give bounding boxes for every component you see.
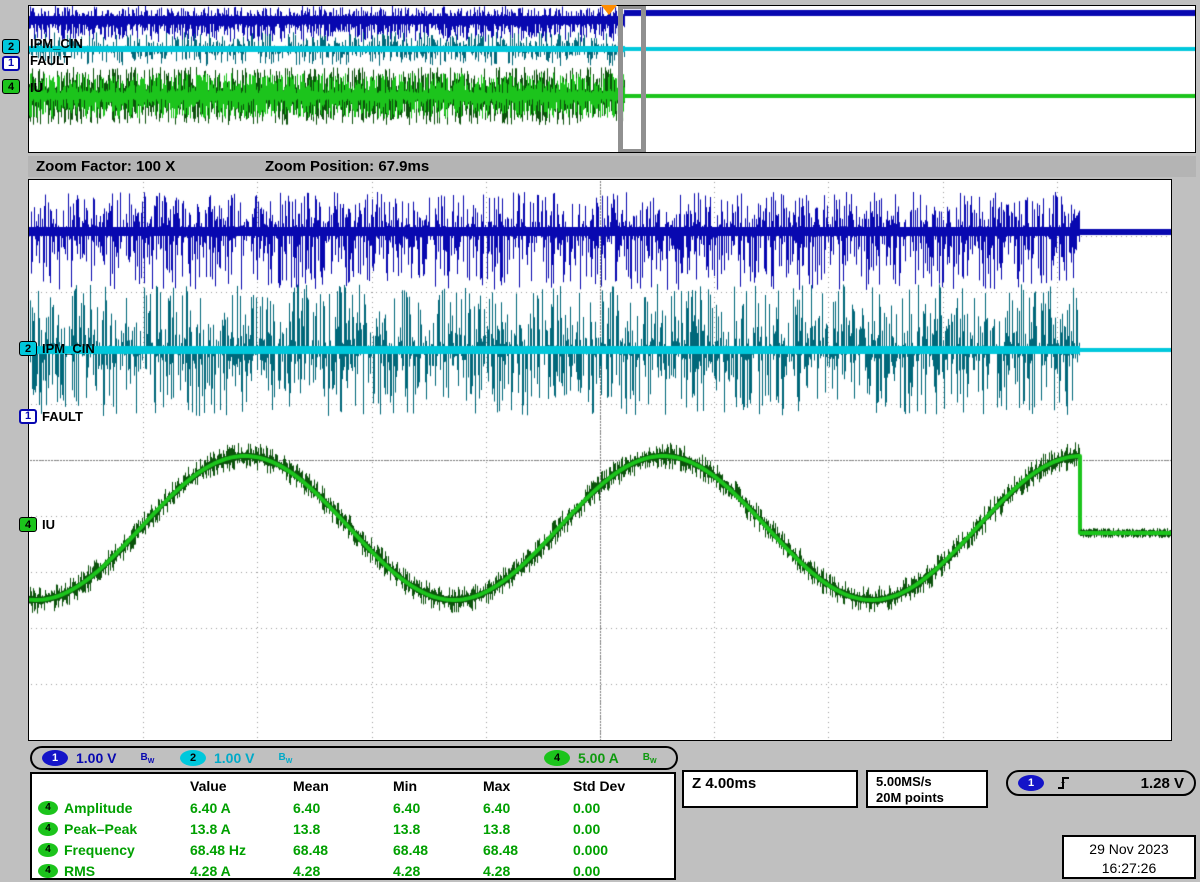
measurement-mean: 13.8 [293,821,393,837]
main-channel-1-badge: 1 [19,409,37,424]
measurement-header-min: Min [393,778,483,794]
oscilloscope-screen: 2 1 4 IPM_CIN FAULT IU Zoom Factor: 100 … [0,0,1200,882]
measurement-header-row: Value Mean Min Max Std Dev [32,774,674,797]
channel-4-icon: 4 [38,822,58,836]
measurement-value: 4.28 A [190,863,293,879]
main-label-fault: FAULT [42,409,83,424]
measurement-table: Value Mean Min Max Std Dev 4 Amplitude 6… [30,772,676,880]
channel-4-icon: 4 [38,864,58,878]
measurement-name: RMS [64,863,95,879]
channel-4-icon: 4 [38,801,58,815]
main-channel-4-badge: 4 [19,517,37,532]
measurement-min: 68.48 [393,842,483,858]
measurement-stddev: 0.00 [573,863,674,879]
zoom-factor-readout: Zoom Factor: 100 X [36,156,175,177]
bandwidth-limit-icon: BW [278,752,292,765]
measurement-mean: 6.40 [293,800,393,816]
date-readout: 29 Nov 2023 [1064,840,1194,859]
main-label-ipm-cin: IPM_CIN [42,341,95,356]
measurement-name: Frequency [64,842,135,858]
overview-label-fault: FAULT [30,53,71,68]
measurement-header-max: Max [483,778,573,794]
overview-channel-4-badge: 4 [2,79,20,94]
measurement-max: 13.8 [483,821,573,837]
datetime-box: 29 Nov 2023 16:27:26 [1062,835,1196,879]
measurement-name: Amplitude [64,800,132,816]
zoom-timebase-readout[interactable]: Z 4.00ms [682,770,858,808]
measurement-row-amplitude: 4 Amplitude 6.40 A 6.40 6.40 6.40 0.00 [32,797,674,818]
acquisition-readout[interactable]: 5.00MS/s 20M points [866,770,988,808]
zoom-info-bar: Zoom Factor: 100 X Zoom Position: 67.9ms [28,156,1196,177]
main-waveform-canvas [29,180,1171,740]
measurement-value: 68.48 Hz [190,842,293,858]
measurement-value: 6.40 A [190,800,293,816]
channel-4-scale: 5.00 A [578,750,619,766]
main-label-iu: IU [42,517,55,532]
measurement-mean: 4.28 [293,863,393,879]
main-channel-2-badge: 2 [19,341,37,356]
channel-4-readout[interactable]: 4 5.00 A BW [544,750,657,766]
zoom-window-bracket[interactable] [618,6,646,152]
measurement-mean: 68.48 [293,842,393,858]
measurement-stddev: 0.000 [573,842,674,858]
measurement-min: 4.28 [393,863,483,879]
zoom-position-readout: Zoom Position: 67.9ms [265,156,429,177]
measurement-row-rms: 4 RMS 4.28 A 4.28 4.28 4.28 0.00 [32,860,674,881]
channel-2-icon: 2 [180,750,206,766]
zoom-scale-text: Z 4.00ms [692,775,756,792]
trigger-rising-edge-icon [1056,775,1072,791]
channel-scale-bar: 1 1.00 V BW 2 1.00 V BW 4 5.00 A BW [30,746,678,770]
record-length-text: 20M points [876,790,978,806]
measurement-row-peak-peak: 4 Peak–Peak 13.8 A 13.8 13.8 13.8 0.00 [32,818,674,839]
channel-4-icon: 4 [544,750,570,766]
measurement-header-stddev: Std Dev [573,778,674,794]
measurement-stddev: 0.00 [573,821,674,837]
measurement-stddev: 0.00 [573,800,674,816]
bandwidth-limit-icon: BW [643,752,657,765]
measurement-header-value: Value [190,778,293,794]
measurement-max: 6.40 [483,800,573,816]
overview-record-view [28,5,1196,153]
measurement-header-mean: Mean [293,778,393,794]
bandwidth-limit-icon: BW [140,752,154,765]
measurement-max: 68.48 [483,842,573,858]
measurement-row-frequency: 4 Frequency 68.48 Hz 68.48 68.48 68.48 0… [32,839,674,860]
measurement-min: 6.40 [393,800,483,816]
channel-1-icon: 1 [42,750,68,766]
trigger-source-channel-icon: 1 [1018,775,1044,791]
overview-label-ipm-cin: IPM_CIN [30,36,83,51]
time-readout: 16:27:26 [1064,859,1194,878]
overview-waveform-canvas [29,6,1195,152]
channel-2-readout[interactable]: 2 1.00 V BW [180,750,292,766]
sample-rate-text: 5.00MS/s [876,774,978,790]
trigger-level-readout: 1.28 V [1141,775,1184,792]
channel-4-icon: 4 [38,843,58,857]
channel-1-readout[interactable]: 1 1.00 V BW [42,750,154,766]
measurement-value: 13.8 A [190,821,293,837]
channel-1-scale: 1.00 V [76,750,116,766]
measurement-min: 13.8 [393,821,483,837]
trigger-position-marker-icon [601,5,617,15]
measurement-name: Peak–Peak [64,821,137,837]
trigger-readout[interactable]: 1 1.28 V [1006,770,1196,796]
overview-channel-2-badge: 2 [2,39,20,54]
overview-channel-1-badge: 1 [2,56,20,71]
measurement-max: 4.28 [483,863,573,879]
zoom-waveform-window [28,179,1172,741]
channel-2-scale: 1.00 V [214,750,254,766]
overview-label-iu: IU [30,80,43,95]
